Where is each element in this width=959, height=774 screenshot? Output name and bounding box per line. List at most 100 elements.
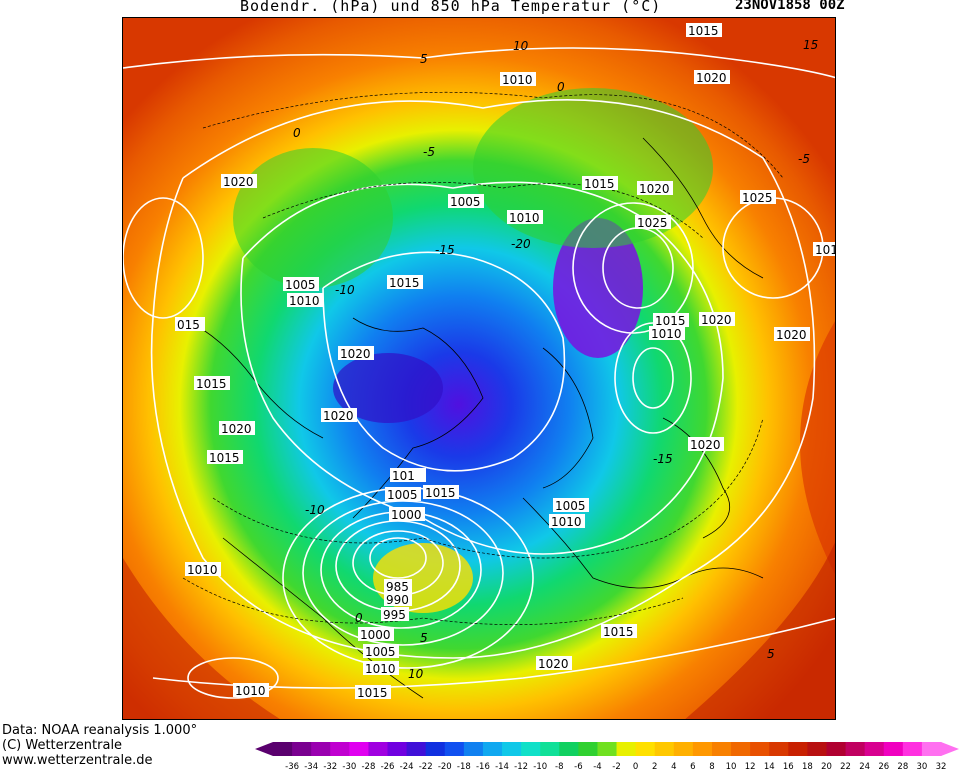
colorbar-swatch <box>406 742 427 756</box>
isotherm-label: 0 <box>355 611 363 625</box>
isobar-label: 1020 <box>637 181 673 196</box>
colorbar-swatch <box>769 742 789 756</box>
colorbar-swatch <box>902 742 923 756</box>
isobar-labels: 1015 1010 1020 1020 1005 1010 1015 1020 … <box>175 23 835 700</box>
svg-text:1015: 1015 <box>209 451 240 465</box>
colorbar-swatch <box>444 742 465 756</box>
isobar-label: 995 <box>381 607 409 622</box>
svg-text:1015: 1015 <box>357 686 388 700</box>
isobar-label: 1010 <box>649 326 685 341</box>
isobar-label: 985 <box>384 579 412 594</box>
colorbar-tick-label: 6 <box>690 762 695 770</box>
isotherm-label: 5 <box>767 647 775 661</box>
isobar-label: 1025 <box>635 215 671 230</box>
colorbar-swatch <box>883 742 904 756</box>
colorbar-tick-label: -32 <box>323 762 337 770</box>
copyright: (C) Wetterzentrale <box>2 738 123 753</box>
svg-text:1020: 1020 <box>538 657 569 671</box>
colorbar-tick-label: -4 <box>593 762 601 770</box>
svg-text:995: 995 <box>383 608 406 622</box>
svg-text:1005: 1005 <box>365 645 396 659</box>
isobar-label: 1000 <box>358 627 394 642</box>
svg-text:1020: 1020 <box>701 313 732 327</box>
svg-text:1005: 1005 <box>555 499 586 513</box>
isotherm-label: 5 <box>420 52 428 66</box>
svg-text:1005: 1005 <box>450 195 481 209</box>
isobar-label: 1010 <box>500 72 536 87</box>
isotherm-label: -10 <box>305 503 325 517</box>
colorbar-swatch <box>807 742 827 756</box>
colorbar-tick-label: -36 <box>285 762 299 770</box>
isobar-label: 1005 <box>283 277 319 292</box>
isobar-label: 1010 <box>549 514 585 529</box>
weather-map: 1015 1010 1020 1020 1005 1010 1015 1020 … <box>122 17 836 720</box>
temperature-field <box>123 18 835 719</box>
colorbar-swatch <box>559 742 579 756</box>
svg-text:1015: 1015 <box>196 377 227 391</box>
temperature-colorbar: -36 -34 -32 -30 -28 -26 -24 -22 -20 -18 -16 -14 -12-… <box>255 741 959 772</box>
colorbar-swatch <box>273 742 293 756</box>
isobar-label: 015 <box>175 317 205 332</box>
colorbar-tick-label: 32 <box>936 762 947 770</box>
svg-text:1020: 1020 <box>776 328 807 342</box>
isotherm-label: -5 <box>423 145 435 159</box>
colorbar-arrow-high <box>941 742 959 756</box>
svg-text:1015: 1015 <box>389 276 420 290</box>
svg-text:101: 101 <box>392 469 415 483</box>
colorbar-swatch <box>482 742 503 756</box>
colorbar-tick-label: 10 <box>726 762 737 770</box>
coastlines <box>182 137 764 699</box>
colorbar-tick-label: -6 <box>574 762 582 770</box>
isobar-label: 1020 <box>688 437 724 452</box>
valid-time: 23NOV1858 00Z <box>735 0 845 13</box>
isotherm-label: -20 <box>511 237 531 251</box>
data-source: Data: NOAA reanalysis 1.000° <box>2 723 198 738</box>
colorbar-swatch <box>692 742 713 756</box>
isobar-label: 1010 <box>233 683 269 698</box>
isotherm-labels: 10 15 5 0 0 -5 -5 -15 -20 -10 -10 -15 0 … <box>293 38 818 681</box>
colorbar-tick-label: -28 <box>361 762 375 770</box>
cold-core-canada <box>333 353 443 423</box>
colorbar-tick-label: 16 <box>783 762 794 770</box>
svg-text:1015: 1015 <box>603 625 634 639</box>
isotherm-label: 0 <box>557 80 565 94</box>
isotherm-label: 5 <box>420 631 428 645</box>
svg-text:1010: 1010 <box>187 563 218 577</box>
isobar-label: 1015 <box>653 313 689 328</box>
colorbar-swatch <box>425 742 446 756</box>
colorbar-swatch <box>845 742 866 756</box>
svg-text:990: 990 <box>386 593 409 607</box>
svg-text:1020: 1020 <box>223 175 254 189</box>
colorbar-arrow-low <box>255 742 273 756</box>
isobar-label: 1010 <box>287 293 323 308</box>
colorbar-swatch <box>502 742 522 756</box>
colorbar-swatch <box>540 742 560 756</box>
isobar-label: 1005 <box>553 498 589 513</box>
colorbar-tick-label: -24 <box>400 762 414 770</box>
website: www.wetterzentrale.de <box>2 753 153 768</box>
isotherms <box>182 91 784 625</box>
colorbar-tick-label: -34 <box>304 762 318 770</box>
isobar-label: 1005 <box>363 644 399 659</box>
isobar-label: 1015 <box>582 176 618 191</box>
colorbar-tick-label: 26 <box>878 762 889 770</box>
isotherm-label: 15 <box>803 38 818 52</box>
svg-text:1015: 1015 <box>425 486 456 500</box>
svg-text:1010: 1010 <box>365 662 396 676</box>
colorbar-swatch <box>578 742 598 756</box>
svg-text:015: 015 <box>177 318 200 332</box>
isobar-label: 101 <box>390 468 426 483</box>
isobar-label: 1010 <box>363 661 399 676</box>
chart-title: Bodendr. (hPa) und 850 hPa Temperatur (°… <box>240 0 662 15</box>
svg-text:1015: 1015 <box>584 177 615 191</box>
isobar-label: 1020 <box>321 408 357 423</box>
svg-text:1020: 1020 <box>690 438 721 452</box>
colorbar-swatch <box>521 742 541 756</box>
isobar-label: 1015 <box>601 624 637 639</box>
svg-text:1020: 1020 <box>340 347 371 361</box>
isobar-label: 1005 <box>385 487 421 502</box>
colorbar-swatch <box>826 742 847 756</box>
colorbar-tick-label: 24 <box>859 762 870 770</box>
isotherm-label: -15 <box>435 243 455 257</box>
svg-text:1005: 1005 <box>387 488 418 502</box>
